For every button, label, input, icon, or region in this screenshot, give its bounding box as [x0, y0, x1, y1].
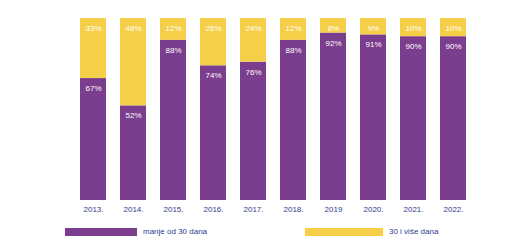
html-text:manje od 30 dana: manje od 30 dana	[143, 227, 208, 236]
svg-text:10%: 10%	[405, 24, 421, 33]
svg-text:2017.: 2017.	[243, 205, 263, 214]
svg-text:88%: 88%	[285, 46, 301, 55]
svg-text:76%: 76%	[245, 68, 261, 77]
svg-text:2016.: 2016.	[203, 205, 223, 214]
svg-text:90%: 90%	[405, 42, 421, 51]
svg-text:24%: 24%	[245, 24, 261, 33]
svg-text:90%: 90%	[445, 42, 461, 51]
svg-text:2020.: 2020.	[363, 205, 383, 214]
html-text:30 i više dana: 30 i više dana	[389, 227, 439, 236]
svg-text:91%: 91%	[365, 40, 381, 49]
svg-text:74%: 74%	[205, 71, 221, 80]
svg-text:2015.: 2015.	[163, 205, 183, 214]
svg-text:12%: 12%	[165, 24, 181, 33]
svg-text:88%: 88%	[165, 46, 181, 55]
svg-text:26%: 26%	[205, 24, 221, 33]
svg-text:2022.: 2022.	[443, 205, 463, 214]
svg-text:52%: 52%	[125, 111, 141, 120]
svg-text:10%: 10%	[445, 24, 461, 33]
svg-text:67%: 67%	[85, 84, 101, 93]
svg-text:12%: 12%	[285, 24, 301, 33]
svg-text:2014.: 2014.	[123, 205, 143, 214]
svg-text:2021.: 2021.	[403, 205, 423, 214]
svg-text:33%: 33%	[85, 24, 101, 33]
svg-text:48%: 48%	[125, 24, 141, 33]
svg-text:2013.: 2013.	[83, 205, 103, 214]
svg-text:2019: 2019	[325, 205, 343, 214]
svg-text:2018.: 2018.	[283, 205, 303, 214]
svg-text:92%: 92%	[325, 39, 341, 48]
svg-text:9%: 9%	[368, 24, 380, 33]
svg-text:8%: 8%	[328, 24, 340, 33]
